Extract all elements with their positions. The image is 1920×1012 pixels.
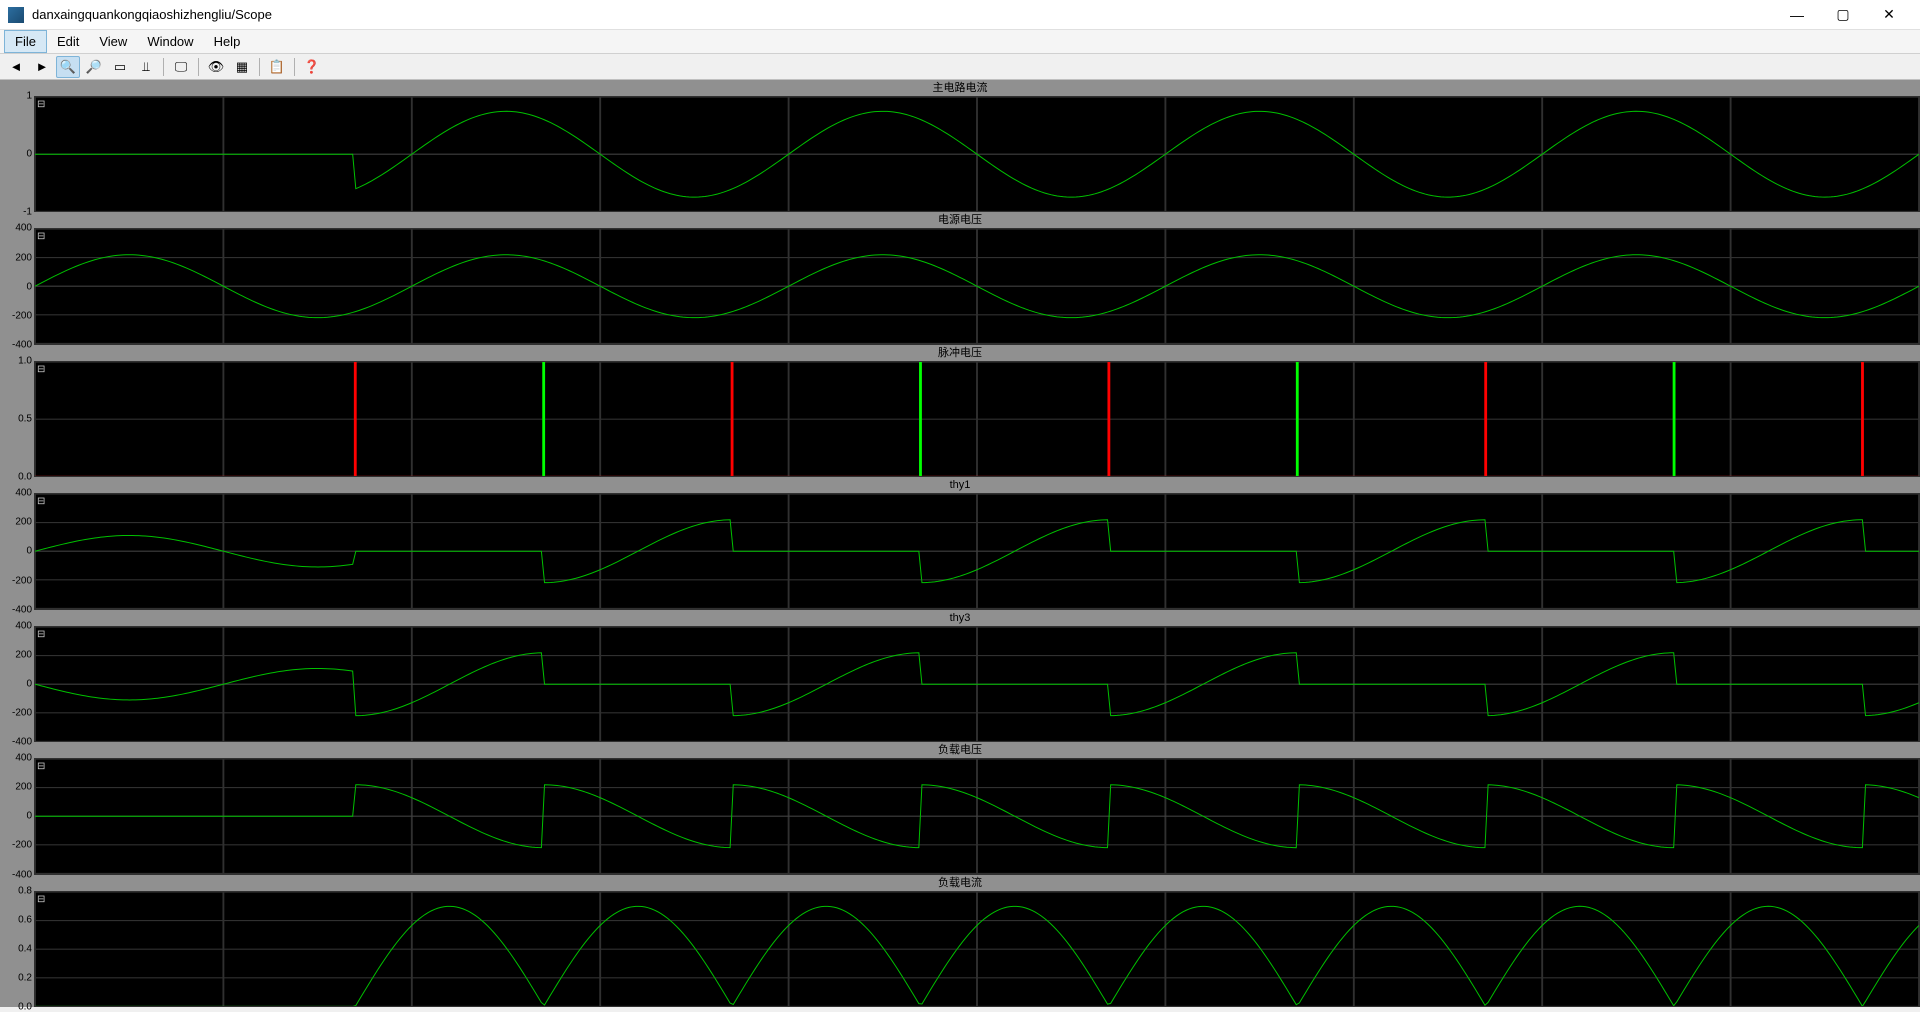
scope-panel-pulse: 脉冲电压0.00.51.0⊟ [0, 345, 1920, 477]
scope-panel-load_v: 负载电压-400-2000200400⊟ [0, 742, 1920, 874]
help-icon[interactable]: ❓ [300, 56, 324, 78]
y-axis-labels: -101 [0, 96, 34, 212]
highlight-icon[interactable]: 👁 [204, 56, 228, 78]
plot-area[interactable]: ⊟ [34, 228, 1920, 344]
scope-panel-load_i: 负载电流0.00.20.40.60.8⊟ [0, 875, 1920, 1007]
scope-panel-main_current: 主电路电流-101⊟ [0, 80, 1920, 212]
panel-title: thy3 [0, 610, 1920, 626]
window-title: danxaingquankongqiaoshizhengliu/Scope [32, 7, 1774, 22]
y-axis-labels: -400-2000200400 [0, 758, 34, 874]
settings-icon[interactable]: ▦ [230, 56, 254, 78]
panel-title: 负载电流 [0, 875, 1920, 891]
maximize-button[interactable]: ▢ [1820, 0, 1866, 30]
copy-icon[interactable]: 📋 [265, 56, 289, 78]
menu-file[interactable]: File [4, 30, 47, 53]
panel-title: 负载电压 [0, 742, 1920, 758]
close-button[interactable]: ✕ [1866, 0, 1912, 30]
y-axis-labels: -400-2000200400 [0, 493, 34, 609]
y-axis-labels: 0.00.20.40.60.8 [0, 891, 34, 1007]
toolbar-separator [259, 58, 260, 76]
back-icon[interactable]: ◄ [4, 56, 28, 78]
plot-area[interactable]: ⊟ [34, 891, 1920, 1007]
menu-edit[interactable]: Edit [47, 30, 89, 53]
toolbar-separator [198, 58, 199, 76]
minimize-button[interactable]: — [1774, 0, 1820, 30]
panel-title: 电源电压 [0, 212, 1920, 228]
menu-view[interactable]: View [89, 30, 137, 53]
plot-area[interactable]: ⊟ [34, 96, 1920, 212]
plot-area[interactable]: ⊟ [34, 758, 1920, 874]
menu-help[interactable]: Help [204, 30, 251, 53]
zoom-out-icon[interactable]: 🔎 [82, 56, 106, 78]
menu-bar: FileEditViewWindowHelp [0, 30, 1920, 54]
cursor-icon[interactable]: ⫫ [134, 56, 158, 78]
toolbar-separator [163, 58, 164, 76]
scope-area: 主电路电流-101⊟电源电压-400-2000200400⊟脉冲电压0.00.5… [0, 80, 1920, 1007]
tool-bar: ◄►🔍🔎▭⫫ 🖵 👁▦ 📋 ❓ [0, 54, 1920, 80]
plot-area[interactable]: ⊟ [34, 493, 1920, 609]
scope-panel-src_voltage: 电源电压-400-2000200400⊟ [0, 212, 1920, 344]
panel-title: thy1 [0, 477, 1920, 493]
scope-panel-thy1: thy1-400-2000200400⊟ [0, 477, 1920, 609]
toolbar-separator [294, 58, 295, 76]
screenshot-icon[interactable]: 🖵 [169, 56, 193, 78]
panel-title: 脉冲电压 [0, 345, 1920, 361]
title-bar: danxaingquankongqiaoshizhengliu/Scope — … [0, 0, 1920, 30]
y-axis-labels: 0.00.51.0 [0, 361, 34, 477]
menu-window[interactable]: Window [137, 30, 203, 53]
zoom-in-icon[interactable]: 🔍 [56, 56, 80, 78]
app-icon [8, 7, 24, 23]
y-axis-labels: -400-2000200400 [0, 228, 34, 344]
pan-icon[interactable]: ▭ [108, 56, 132, 78]
forward-icon[interactable]: ► [30, 56, 54, 78]
plot-area[interactable]: ⊟ [34, 626, 1920, 742]
scope-panel-thy3: thy3-400-2000200400⊟ [0, 610, 1920, 742]
panel-title: 主电路电流 [0, 80, 1920, 96]
plot-area[interactable]: ⊟ [34, 361, 1920, 477]
y-axis-labels: -400-2000200400 [0, 626, 34, 742]
